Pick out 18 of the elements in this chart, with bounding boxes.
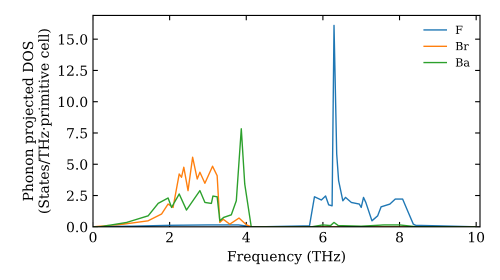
x-tick-label: 10 [469,232,484,242]
x-tick-label: 6 [319,232,326,242]
x-axis-title: Frequency (THz) [228,250,345,264]
y-tick-label: 5.0 [67,159,88,170]
y-tick-label: 12.5 [58,65,88,76]
x-tick-label: 0 [89,232,96,242]
y-tick-label: 10.0 [58,96,88,108]
legend-label: Ba [456,58,470,67]
legend-label: F [456,26,462,34]
y-tick-label: 0.0 [66,222,88,232]
legend-label: Br [456,42,469,50]
y-tick-label: 15.0 [58,34,88,45]
x-tick-label: 8 [396,232,404,242]
x-tick-label: 2 [166,232,173,242]
y-axis-title: Phonon projected DOS (States/THz·primitive cell) [22,29,52,213]
y-tick-label: 7.5 [67,128,88,138]
y-tick-label: 2.5 [66,190,88,201]
x-tick-label: 4 [242,232,250,242]
